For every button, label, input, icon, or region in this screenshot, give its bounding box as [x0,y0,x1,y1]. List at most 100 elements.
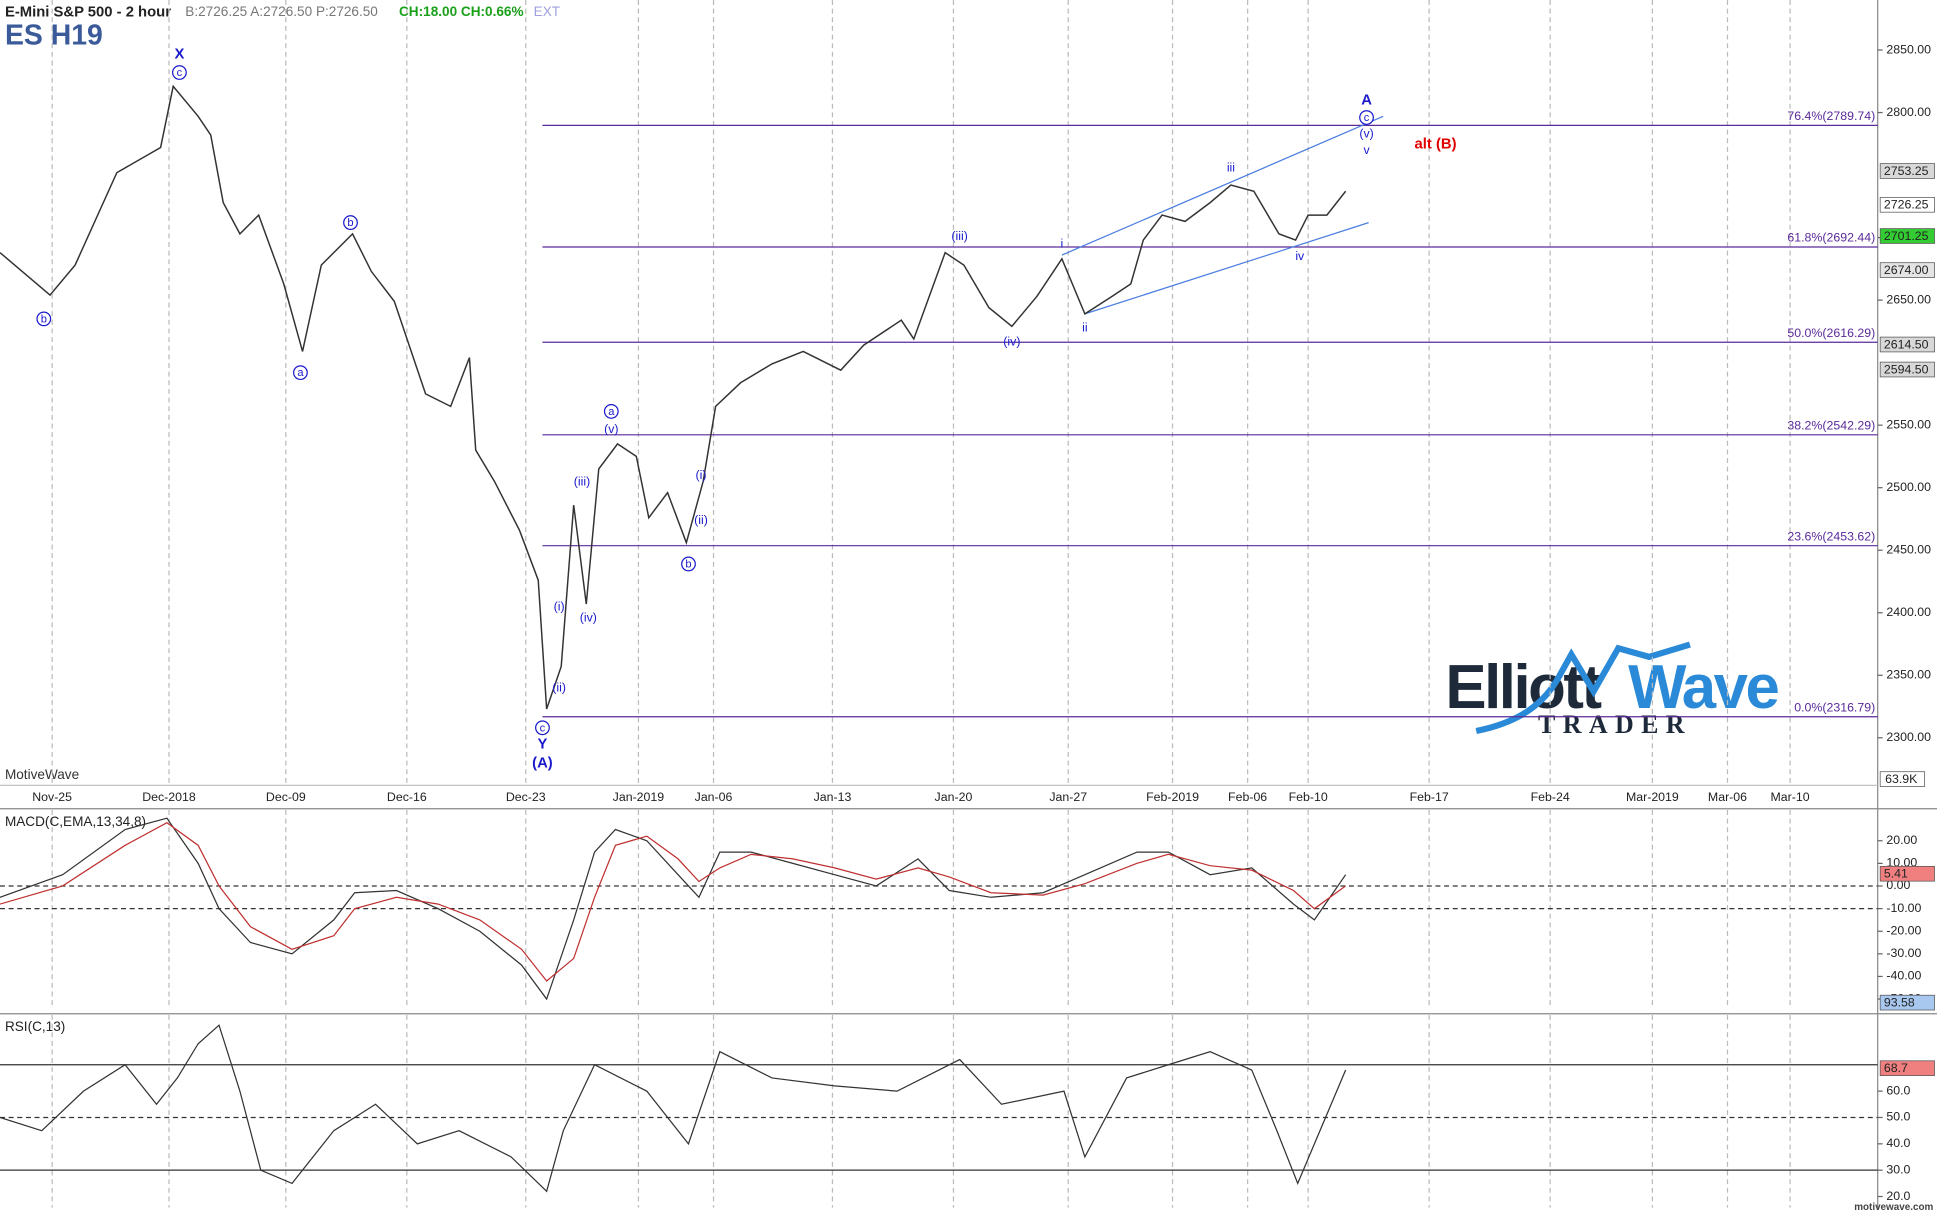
y-tick-label: 60.0 [1886,1083,1910,1097]
price-marker-label: 2614.50 [1884,337,1929,351]
fib-label: 23.6%(2453.62) [1787,529,1875,543]
price-marker [1879,228,1935,244]
y-tick-label: -20.00 [1886,923,1921,937]
y-tick-label: 30.0 [1886,1162,1910,1176]
y-tick-label: 40.0 [1886,1136,1910,1150]
wave-label: v [1363,143,1370,157]
y-tick-label: 2400.00 [1886,605,1931,619]
y-tick-label: 2850.00 [1886,42,1931,56]
y-tick-label: 2500.00 [1886,480,1931,494]
wave-label: (iv) [580,611,597,625]
wave-label: a [608,406,615,418]
x-tick-label: Feb-06 [1228,790,1267,804]
y-tick-label: -10.00 [1886,901,1921,915]
y-tick-label: 2800.00 [1886,105,1931,119]
y-tick-label: -40.00 [1886,969,1921,983]
wave-label: iv [1295,249,1305,263]
price-marker [1879,336,1935,353]
wave-label: (v) [604,422,618,436]
x-tick-label: Jan-13 [814,790,852,804]
wave-label: c [540,722,546,734]
fib-label: 0.0%(2316.79) [1794,700,1875,714]
site: motivewave.com [1854,1202,1933,1213]
panel-title: MACD(C,EMA,13,34,8) [5,814,146,829]
y-tick-label: 2550.00 [1886,417,1931,431]
x-tick-label: Jan-06 [695,790,733,804]
wave-label: i [1061,237,1064,251]
fib-label: 76.4%(2789.74) [1787,109,1875,123]
wave-label: Y [538,737,548,753]
price-marker-label: 2701.25 [1884,229,1929,243]
quote: B:2726.25 A:2726.50 P:2726.50 [185,4,378,19]
x-tick-label: Feb-2019 [1146,790,1199,804]
y-tick-label: 50.0 [1886,1110,1910,1124]
wave-circle [681,556,696,572]
price-marker [1879,994,1935,1011]
x-tick-label: Mar-10 [1771,790,1810,804]
wave-label: (i) [554,599,565,613]
logo-word: Wave [1628,653,1778,722]
instrument-title: E-Mini S&P 500 - 2 hour [5,4,171,20]
symbol: ES H19 [5,20,103,52]
logo: Elliott Wave TRADER [1445,641,1781,739]
wave-label: iii [1227,160,1235,174]
fib-label: 38.2%(2542.29) [1787,418,1875,432]
price-marker-label: 2674.00 [1884,263,1929,277]
price-marker [1879,361,1935,378]
price-marker [1879,163,1935,179]
x-tick-label: Dec-16 [387,790,427,804]
x-tick-label: Feb-17 [1410,790,1449,804]
price-marker-label: 2726.25 [1884,198,1929,212]
price-marker-label: 93.58 [1884,996,1915,1010]
fib-label: 61.8%(2692.44) [1787,231,1875,245]
price-marker [1879,865,1935,882]
y-tick-label: 2650.00 [1886,292,1931,306]
wave-label: b [41,313,47,325]
wave-label: c [177,67,183,79]
trend-line [1061,115,1384,256]
volume-label: 63.9K [1885,772,1918,786]
wave-circle [36,311,52,327]
price-line [0,84,1347,710]
y-tick-label: 2350.00 [1886,668,1931,682]
wave-label: b [347,217,353,229]
x-tick-label: Feb-10 [1289,790,1328,804]
x-tick-label: Nov-25 [32,790,72,804]
wave-circle [603,404,619,419]
x-tick-label: Mar-06 [1708,790,1747,804]
price-marker [1879,262,1935,278]
y-tick-label: 20.0 [1886,1189,1910,1203]
wave-label: a [297,367,304,379]
wave-label: ii [1082,321,1088,335]
x-tick-label: Dec-23 [506,790,546,804]
wave-label: X [174,46,184,62]
wave-circle [343,215,358,230]
y-tick-label: 20.00 [1886,833,1917,847]
x-tick-label: Mar-2019 [1626,790,1679,804]
price-marker-label: 68.7 [1884,1061,1908,1075]
wave-circle [535,720,550,736]
x-tick-label: Jan-2019 [613,790,665,804]
indicator-line [0,1024,1347,1193]
wave-label: (ii) [694,513,708,527]
x-tick-label: Dec-2018 [142,790,196,804]
wave-label: alt (B) [1415,136,1457,152]
wave-label: (iii) [951,229,967,243]
wave-label: A [1361,93,1372,109]
ext: EXT [534,4,560,19]
logo-swoosh [1475,641,1691,735]
wave-label: b [685,559,691,571]
y-tick-label: 2450.00 [1886,542,1931,556]
wave-circle [172,65,187,80]
price-marker [1879,196,1935,213]
indicator-line [0,821,1347,982]
wave-label: (iii) [574,474,590,488]
wave-label: (i) [696,468,707,482]
wave-label: (A) [532,755,553,771]
wave-circle [1359,110,1374,125]
brand: MotiveWave [5,767,79,782]
fib-label: 50.0%(2616.29) [1787,326,1875,340]
